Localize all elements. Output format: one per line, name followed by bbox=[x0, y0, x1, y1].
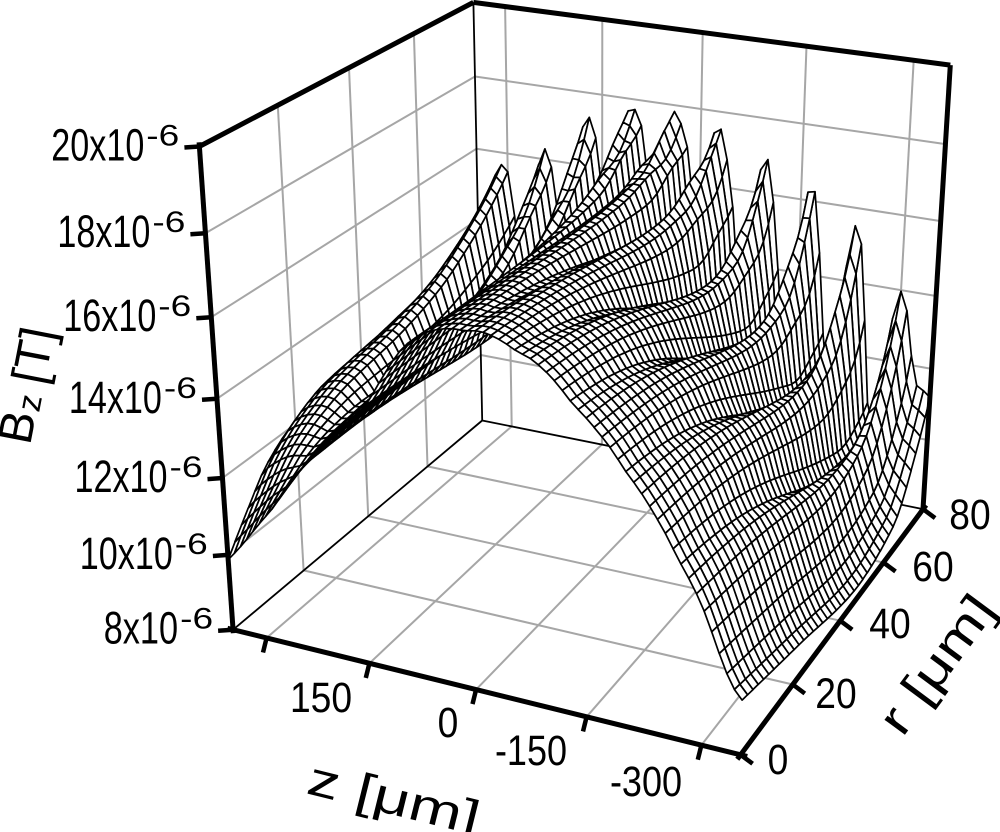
svg-text:-6: -6 bbox=[158, 290, 191, 323]
svg-text:18x10: 18x10 bbox=[57, 206, 150, 257]
svg-text:12x10: 12x10 bbox=[75, 451, 168, 502]
svg-text:8x10: 8x10 bbox=[104, 603, 178, 654]
svg-text:[T]: [T] bbox=[3, 323, 66, 388]
svg-text:150: 150 bbox=[290, 674, 352, 722]
svg-text:-6: -6 bbox=[164, 372, 197, 405]
svg-text:-6: -6 bbox=[180, 603, 213, 636]
svg-text:-6: -6 bbox=[175, 528, 208, 561]
svg-text:-6: -6 bbox=[152, 206, 185, 239]
svg-text:-150: -150 bbox=[495, 727, 567, 775]
svg-text:16x10: 16x10 bbox=[63, 290, 156, 341]
svg-text:14x10: 14x10 bbox=[69, 372, 162, 423]
svg-text:80: 80 bbox=[949, 491, 990, 539]
svg-text:z: z bbox=[10, 391, 49, 414]
svg-text:40: 40 bbox=[869, 600, 910, 648]
svg-text:-6: -6 bbox=[146, 120, 179, 153]
svg-text:-300: -300 bbox=[610, 758, 682, 806]
svg-text:10x10: 10x10 bbox=[80, 528, 173, 579]
svg-text:0: 0 bbox=[768, 736, 789, 784]
svg-text:20x10: 20x10 bbox=[51, 120, 144, 171]
svg-text:0: 0 bbox=[438, 699, 459, 747]
svg-text:20: 20 bbox=[815, 670, 856, 718]
svg-text:-6: -6 bbox=[170, 451, 203, 484]
svg-text:60: 60 bbox=[912, 543, 953, 591]
